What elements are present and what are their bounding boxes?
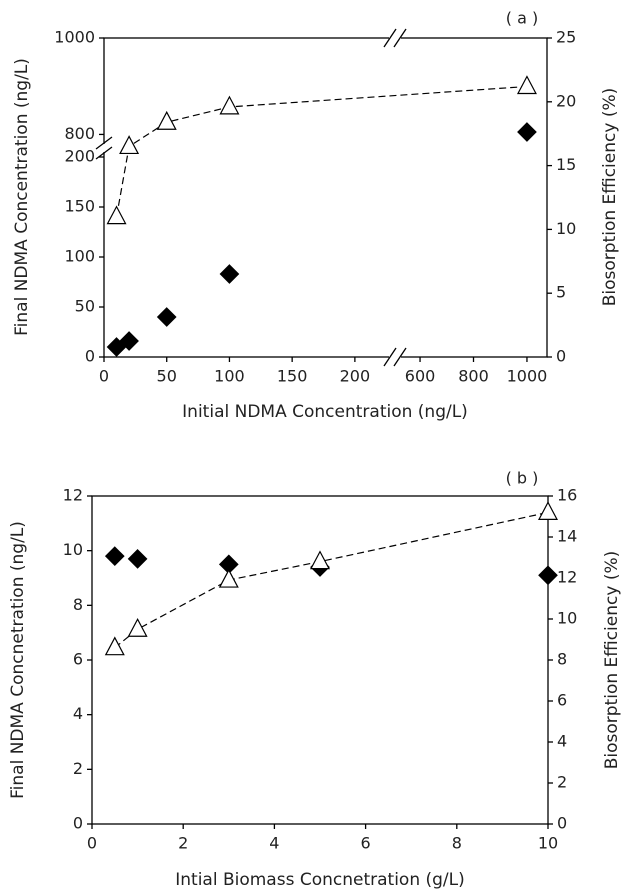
triangle-marker bbox=[538, 501, 558, 521]
x-tick-label: 200 bbox=[340, 367, 371, 386]
triangle-marker bbox=[127, 617, 148, 637]
y-tick-label: 10 bbox=[63, 540, 83, 559]
diamond-marker bbox=[104, 546, 125, 566]
y2-tick-label: 0 bbox=[557, 814, 567, 833]
y2-tick-label: 10 bbox=[556, 219, 576, 238]
x-tick-label: 1000 bbox=[507, 367, 548, 386]
axis-break-mark bbox=[95, 136, 113, 150]
panel-label: ( b ) bbox=[506, 469, 539, 488]
diamond-marker bbox=[127, 549, 148, 569]
y-axis-title: Final NDMA Concnetration (ng/L) bbox=[8, 521, 28, 799]
y2-tick-label: 8 bbox=[557, 650, 567, 669]
triangle-marker bbox=[104, 636, 125, 656]
x-axis-title: Initial NDMA Concentration (ng/L) bbox=[182, 402, 468, 422]
diamond-marker bbox=[219, 264, 240, 284]
triangle-marker bbox=[219, 95, 240, 115]
y-tick-label: 12 bbox=[63, 486, 83, 505]
y2-tick-label: 5 bbox=[556, 283, 566, 302]
x-tick-label: 0 bbox=[99, 367, 109, 386]
x-tick-label: 4 bbox=[269, 834, 279, 853]
x-tick-label: 0 bbox=[87, 834, 97, 853]
y-tick-label: 0 bbox=[73, 814, 83, 833]
y-tick-label: 0 bbox=[85, 347, 95, 366]
y2-tick-label: 12 bbox=[557, 568, 577, 587]
axis-break-mark bbox=[95, 146, 113, 160]
x-tick-label: 6 bbox=[361, 834, 371, 853]
y-tick-label: 6 bbox=[73, 650, 83, 669]
y-tick-label: 8 bbox=[73, 595, 83, 614]
triangle-marker bbox=[218, 568, 239, 588]
triangle-marker bbox=[516, 75, 537, 95]
y2-tick-label: 4 bbox=[557, 732, 567, 751]
triangle-marker bbox=[156, 110, 177, 130]
y2-axis-title: Biosorption Efficiency (%) bbox=[600, 88, 620, 307]
x-tick-label: 8 bbox=[452, 834, 462, 853]
y-tick-label: 200 bbox=[64, 147, 95, 166]
axis-break-gap bbox=[389, 35, 401, 41]
y-tick-label: 2 bbox=[73, 759, 83, 778]
axis-break-mark bbox=[383, 28, 397, 48]
y-axis-title: Final NDMA Concentration (ng/L) bbox=[12, 58, 32, 336]
plot-frame bbox=[91, 495, 549, 825]
x-tick-label: 150 bbox=[277, 367, 308, 386]
series-line bbox=[114, 511, 549, 649]
series-line bbox=[115, 85, 527, 217]
x-tick-label: 600 bbox=[405, 367, 436, 386]
y-tick-label: 50 bbox=[75, 297, 95, 316]
y2-tick-label: 10 bbox=[557, 609, 577, 628]
y-tick-label: 4 bbox=[73, 704, 83, 723]
y-tick-label: 150 bbox=[64, 197, 95, 216]
x-tick-label: 10 bbox=[538, 834, 558, 853]
x-tick-label: 100 bbox=[214, 367, 245, 386]
y2-tick-label: 0 bbox=[556, 347, 566, 366]
plot-frame bbox=[103, 37, 548, 358]
axis-break-mark bbox=[393, 28, 407, 48]
y2-tick-label: 14 bbox=[557, 527, 577, 546]
y2-tick-label: 15 bbox=[556, 155, 576, 174]
axis-break-mark bbox=[393, 347, 407, 367]
diamond-marker bbox=[119, 331, 139, 351]
y2-axis-title: Biosorption Efficiency (%) bbox=[602, 551, 622, 770]
axis-break-gap bbox=[389, 354, 401, 360]
y-tick-label: 100 bbox=[64, 247, 95, 266]
diamond-marker bbox=[156, 307, 177, 327]
y2-tick-label: 20 bbox=[556, 91, 576, 110]
y2-tick-label: 6 bbox=[557, 691, 567, 710]
y2-tick-label: 16 bbox=[557, 486, 577, 505]
y-tick-label: 800 bbox=[64, 124, 95, 143]
y-tick-label: 1000 bbox=[54, 28, 95, 47]
x-axis-title: Intial Biomass Concnetration (g/L) bbox=[175, 870, 465, 890]
diamond-marker bbox=[517, 122, 537, 142]
triangle-marker bbox=[119, 135, 140, 155]
x-tick-label: 50 bbox=[157, 367, 177, 386]
y2-tick-label: 25 bbox=[556, 28, 576, 47]
y2-tick-label: 2 bbox=[557, 773, 567, 792]
diamond-marker bbox=[538, 565, 558, 586]
x-tick-label: 800 bbox=[458, 367, 489, 386]
panel-label: ( a ) bbox=[506, 9, 538, 28]
x-tick-label: 2 bbox=[178, 834, 188, 853]
axis-break-mark bbox=[383, 347, 397, 367]
triangle-marker bbox=[106, 205, 127, 225]
triangle-marker bbox=[310, 550, 330, 570]
axis-break-gap bbox=[101, 144, 107, 152]
